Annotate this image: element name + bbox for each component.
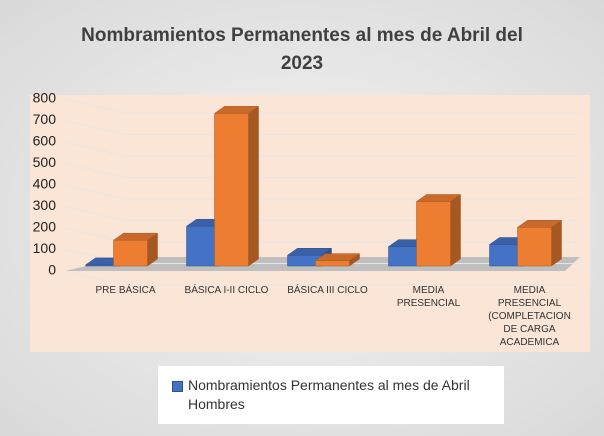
bar xyxy=(286,247,333,267)
bar-face xyxy=(315,260,350,267)
legend-label: Nombramientos Permanentes al mes de Abri… xyxy=(188,377,470,412)
y-tick-label: 700 xyxy=(33,111,57,127)
grid-line xyxy=(64,270,580,286)
y-tick-label: 500 xyxy=(33,154,57,170)
x-tick-label: MEDIA PRESENCIAL (COMPLETACION DE CARGA … xyxy=(488,285,571,348)
bar-face xyxy=(214,113,249,267)
x-tick-label: BÁSICA III CICLO xyxy=(287,285,368,296)
bar-face xyxy=(517,227,552,267)
bar xyxy=(112,232,159,267)
bar xyxy=(415,194,462,267)
grid-line xyxy=(64,120,580,135)
legend: Nombramientos Permanentes al mes de Abri… xyxy=(158,366,504,424)
y-tick-label: 600 xyxy=(33,133,57,149)
y-tick-label: 100 xyxy=(33,240,57,256)
bar xyxy=(314,253,361,267)
chart-title: Nombramientos Permanentes al mes de Abri… xyxy=(81,25,523,74)
grid-line xyxy=(64,98,580,114)
bar-face xyxy=(551,219,562,267)
bar xyxy=(516,219,563,267)
x-tick-label: MEDIA PRESENCIAL xyxy=(396,285,461,309)
x-tick-label: BÁSICA I-II CICLO xyxy=(184,285,269,296)
bar-face xyxy=(287,255,322,267)
bar-face xyxy=(416,201,451,267)
bar-face xyxy=(113,239,148,267)
y-tick-label: 0 xyxy=(48,262,56,278)
y-tick-label: 200 xyxy=(33,219,57,235)
grid-line xyxy=(64,141,580,157)
x-tick-label: PRE BÁSICA xyxy=(95,285,156,296)
legend-swatch xyxy=(172,381,183,392)
bar xyxy=(213,105,260,267)
y-tick-label: 800 xyxy=(33,90,57,106)
bar-face xyxy=(450,194,461,267)
plot-area xyxy=(30,95,590,352)
grid-line xyxy=(64,163,580,178)
y-tick-label: 300 xyxy=(33,197,57,213)
y-tick-label: 400 xyxy=(33,176,57,192)
bar-face xyxy=(248,105,259,267)
